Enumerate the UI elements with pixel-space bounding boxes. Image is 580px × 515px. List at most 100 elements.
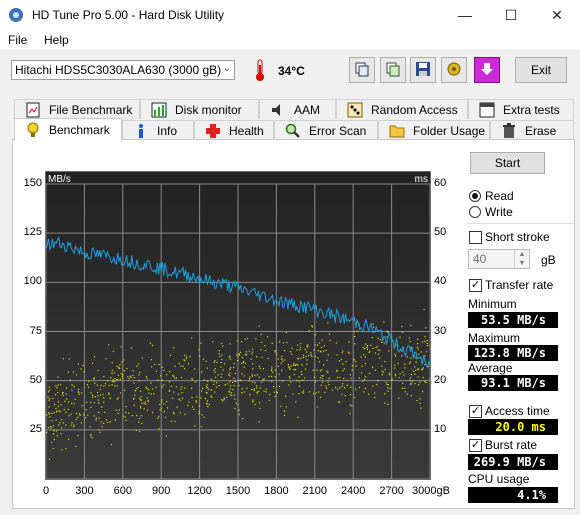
access-time-point <box>276 392 278 394</box>
access-time-point <box>241 418 244 420</box>
access-time-point <box>362 380 364 382</box>
y-left-tick-label: 125 <box>23 226 42 239</box>
access-time-point <box>169 354 171 356</box>
access-time-point <box>108 392 110 394</box>
download-button[interactable] <box>474 57 500 83</box>
read-radio[interactable] <box>469 190 481 202</box>
access-time-point <box>91 362 94 364</box>
access-time-point <box>265 388 267 390</box>
access-time-point <box>241 373 243 375</box>
tab-erase[interactable]: Erase <box>490 120 574 140</box>
access-time-point <box>221 342 223 345</box>
tab-aam[interactable]: AAM <box>259 99 336 119</box>
access-time-point <box>159 409 161 411</box>
write-radio[interactable] <box>469 206 481 218</box>
access-time-point <box>124 389 126 391</box>
drive-select[interactable]: Hitachi HDS5C3030ALA630 (3000 gB) ⌄ <box>11 60 235 80</box>
access-time-point <box>377 349 379 351</box>
short-stroke-spinner[interactable]: 40 ▲ ▼ <box>468 249 530 269</box>
access-time-point <box>401 331 404 333</box>
tab-folder-usage[interactable]: Folder Usage <box>378 120 490 140</box>
access-time-checkbox[interactable]: ✓ <box>469 405 482 418</box>
chevron-down-icon: ⌄ <box>222 63 231 74</box>
access-time-point <box>255 338 257 340</box>
access-time-point <box>65 387 68 389</box>
menu-file[interactable]: File <box>8 33 28 47</box>
access-time-point <box>139 371 141 374</box>
access-time-point <box>326 359 328 361</box>
chart-canvas: MB/s ms <box>45 172 431 480</box>
access-time-point <box>394 367 396 369</box>
access-time-point <box>48 406 50 408</box>
access-time-point <box>267 357 269 360</box>
access-time-point <box>131 414 133 417</box>
access-time-point <box>388 350 390 352</box>
access-time-point <box>165 374 168 376</box>
spinner-arrows-icon[interactable]: ▲ ▼ <box>514 250 529 268</box>
access-time-point <box>61 392 64 394</box>
magnifier-icon <box>285 123 301 139</box>
access-time-point <box>342 363 344 365</box>
copy-button[interactable] <box>349 57 375 83</box>
access-time-point <box>108 393 110 395</box>
access-time-point <box>354 335 356 338</box>
tab-benchmark-label: Benchmark <box>49 123 110 137</box>
tab-error-scan[interactable]: Error Scan <box>274 120 378 140</box>
access-time-point <box>224 384 226 386</box>
write-label: Write <box>485 205 513 219</box>
access-time-point <box>387 384 389 386</box>
access-time-point <box>176 406 178 408</box>
exit-button[interactable]: Exit <box>515 57 567 83</box>
tab-random-access[interactable]: Random Access <box>336 99 468 119</box>
access-time-point <box>119 367 121 370</box>
tab-info[interactable]: Info <box>122 120 194 140</box>
access-time-point <box>372 326 375 328</box>
access-time-point <box>365 376 367 378</box>
access-time-point <box>78 393 80 395</box>
access-time-point <box>426 339 429 342</box>
access-time-point <box>429 378 431 380</box>
tab-file-benchmark[interactable]: File Benchmark <box>14 99 140 119</box>
access-time-point <box>214 371 216 373</box>
access-time-point <box>234 381 236 383</box>
access-time-point <box>325 349 327 351</box>
access-time-point <box>231 395 233 397</box>
access-time-point <box>394 355 397 357</box>
minimize-button[interactable]: — <box>458 7 472 23</box>
access-time-point <box>229 368 231 370</box>
access-time-point <box>109 397 111 399</box>
access-time-point <box>60 404 62 406</box>
access-time-point <box>274 376 276 378</box>
access-time-point <box>106 380 109 382</box>
access-time-point <box>140 407 142 409</box>
access-time-point <box>236 380 239 382</box>
access-time-point <box>316 369 318 371</box>
access-time-point <box>118 366 120 368</box>
access-time-point <box>387 387 389 389</box>
access-time-point <box>320 369 323 371</box>
access-time-point <box>291 353 293 355</box>
tab-benchmark[interactable]: Benchmark <box>14 118 122 141</box>
access-time-point <box>274 369 276 371</box>
start-button[interactable]: Start <box>470 152 545 174</box>
tab-health[interactable]: Health <box>194 120 274 140</box>
tab-extra-tests[interactable]: Extra tests <box>468 99 574 119</box>
save-icon <box>415 61 431 80</box>
access-time-point <box>416 399 418 402</box>
short-stroke-checkbox[interactable] <box>469 231 482 244</box>
maximize-button[interactable]: ☐ <box>504 6 518 23</box>
tab-random-access-label: Random Access <box>371 102 458 117</box>
options-button[interactable] <box>441 57 467 83</box>
save-button[interactable] <box>410 57 436 83</box>
menu-help[interactable]: Help <box>44 33 69 47</box>
transfer-rate-checkbox[interactable]: ✓ <box>469 279 482 292</box>
copy-screen-button[interactable] <box>380 57 406 83</box>
access-time-point <box>298 376 300 378</box>
tab-disk-monitor[interactable]: Disk monitor <box>140 99 259 119</box>
close-button[interactable]: ✕ <box>551 6 563 23</box>
access-time-point <box>198 413 200 415</box>
access-time-point <box>203 379 205 381</box>
burst-rate-checkbox[interactable]: ✓ <box>469 439 482 452</box>
access-time-point <box>417 368 419 370</box>
access-time-point <box>254 382 256 384</box>
